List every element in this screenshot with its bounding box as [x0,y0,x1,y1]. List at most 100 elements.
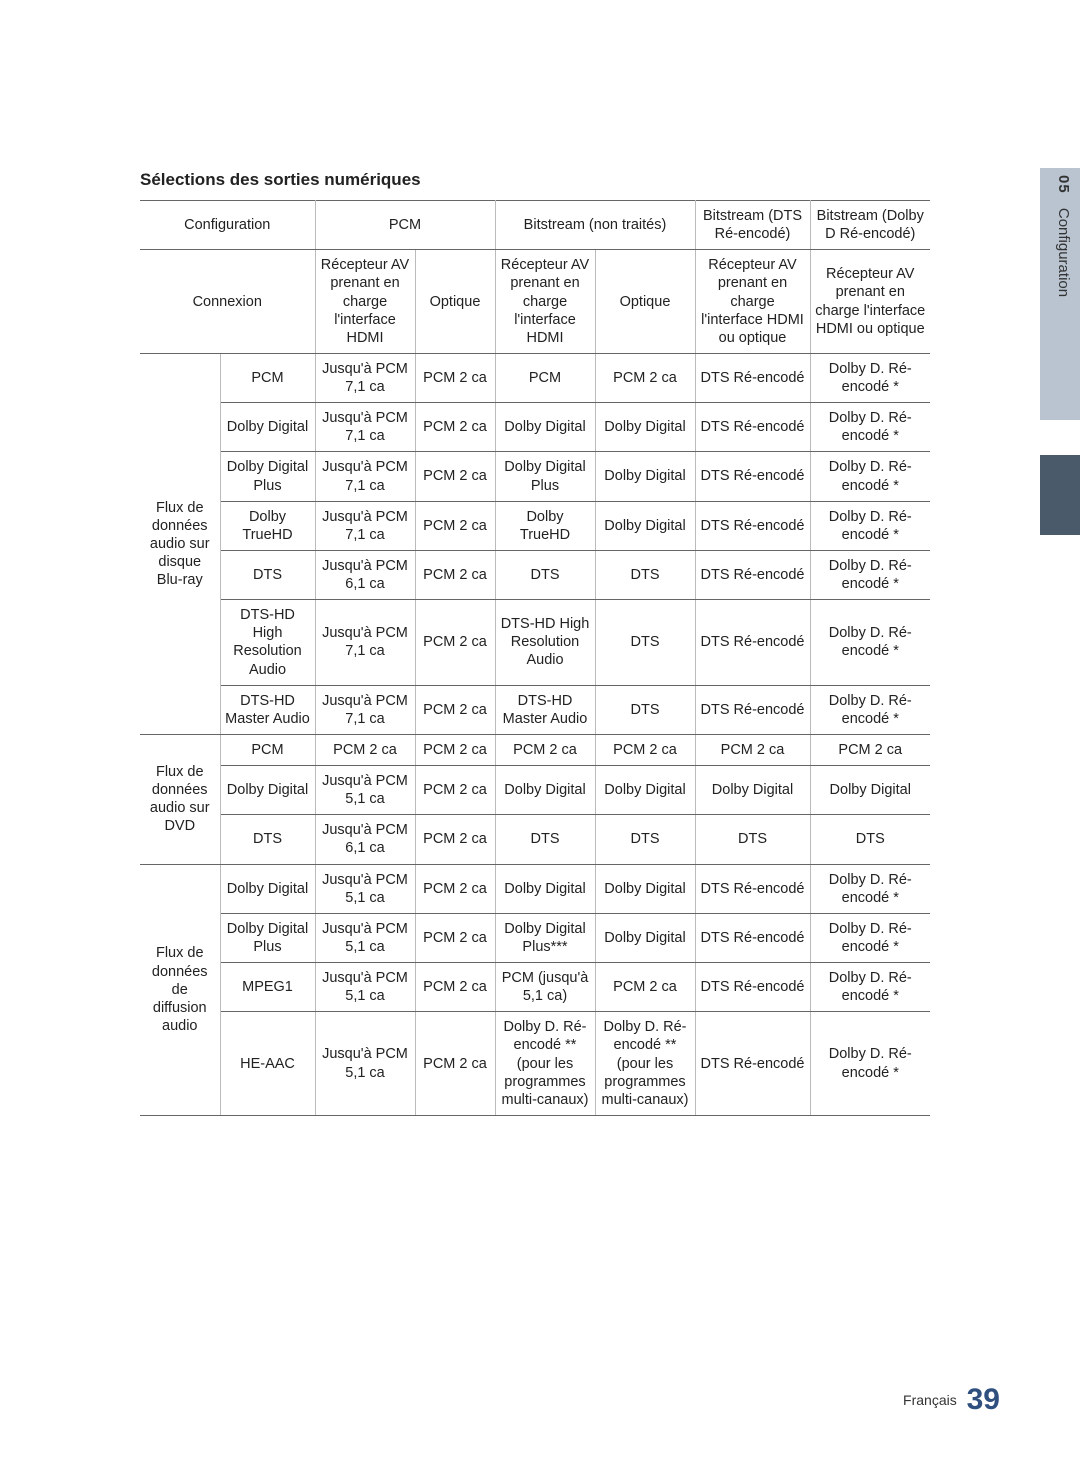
table-cell: Dolby Digital Plus [495,452,595,501]
th-pcm: PCM [315,201,495,250]
footer-language: Français [903,1392,957,1408]
table-cell: Dolby D. Ré-encodé * [810,1012,930,1116]
table-cell: DTS [495,550,595,599]
table-cell: Dolby TrueHD [220,501,315,550]
table-cell: DTS [495,815,595,864]
table-cell: DTS [810,815,930,864]
table-cell: PCM 2 ca [415,600,495,686]
table-cell: PCM 2 ca [415,734,495,765]
table-cell: Dolby D. Ré-encodé * [810,353,930,402]
table-cell: DTS [595,600,695,686]
table-cell: Dolby Digital [495,766,595,815]
table-cell: Dolby TrueHD [495,501,595,550]
th-bitstream-nt: Bitstream (non traités) [495,201,695,250]
table-row: MPEG1Jusqu'à PCM 5,1 caPCM 2 caPCM (jusq… [140,963,930,1012]
table-cell: Jusqu'à PCM 7,1 ca [315,501,415,550]
th-optique-2: Optique [595,250,695,354]
table-cell: PCM [220,353,315,402]
table-row: Dolby Digital PlusJusqu'à PCM 5,1 caPCM … [140,913,930,962]
table-cell: PCM 2 ca [415,403,495,452]
table-cell: PCM 2 ca [415,685,495,734]
table-cell: Jusqu'à PCM 5,1 ca [315,1012,415,1116]
table-cell: DTS [695,815,810,864]
table-cell: MPEG1 [220,963,315,1012]
side-tab-label: 05 Configuration [1055,175,1072,297]
table-cell: Dolby Digital [595,403,695,452]
digital-output-table: Configuration PCM Bitstream (non traités… [140,200,930,1116]
table-cell: Dolby Digital Plus [220,913,315,962]
table-cell: DTS Ré-encodé [695,963,810,1012]
table-cell: DTS Ré-encodé [695,600,810,686]
table-cell: Jusqu'à PCM 5,1 ca [315,913,415,962]
table-cell: PCM [220,734,315,765]
table-cell: PCM 2 ca [415,452,495,501]
table-cell: PCM 2 ca [415,1012,495,1116]
table-cell: Dolby Digital [595,501,695,550]
table-body: Flux de données audio sur disque Blu-ray… [140,353,930,1115]
table-row: Flux de données audio sur disque Blu-ray… [140,353,930,402]
table-cell: DTS Ré-encodé [695,864,810,913]
table-cell: DTS-HD High Resolution Audio [220,600,315,686]
table-cell: DTS Ré-encodé [695,550,810,599]
table-row: Dolby DigitalJusqu'à PCM 7,1 caPCM 2 caD… [140,403,930,452]
table-cell: Dolby D. Ré-encodé ** (pour les programm… [595,1012,695,1116]
side-tab-number: 05 [1055,175,1072,204]
table-cell: PCM 2 ca [415,913,495,962]
table-cell: Dolby Digital Plus*** [495,913,595,962]
table-cell: DTS [220,815,315,864]
th-configuration: Configuration [140,201,315,250]
section-title: Sélections des sorties numériques [140,170,1000,190]
table-cell: Dolby Digital [220,403,315,452]
row-group-label: Flux de données de diffusion audio [140,864,220,1115]
table-cell: PCM 2 ca [695,734,810,765]
table-cell: Dolby Digital [595,452,695,501]
table-cell: PCM 2 ca [495,734,595,765]
table-cell: DTS-HD Master Audio [495,685,595,734]
table-cell: PCM 2 ca [595,734,695,765]
table-cell: PCM 2 ca [415,766,495,815]
table-cell: PCM 2 ca [415,550,495,599]
th-hdmi-opt-2: Récepteur AV prenant en charge l'interfa… [810,250,930,354]
table-cell: PCM 2 ca [415,864,495,913]
table-cell: PCM 2 ca [810,734,930,765]
table-cell: Jusqu'à PCM 5,1 ca [315,963,415,1012]
row-group-label: Flux de données audio sur DVD [140,734,220,864]
table-cell: Dolby D. Ré-encodé * [810,600,930,686]
table-cell: PCM 2 ca [415,501,495,550]
table-row: Dolby TrueHDJusqu'à PCM 7,1 caPCM 2 caDo… [140,501,930,550]
table-cell: Dolby D. Ré-encodé * [810,550,930,599]
table-cell: PCM (jusqu'à 5,1 ca) [495,963,595,1012]
table-cell: DTS Ré-encodé [695,452,810,501]
table-cell: Dolby Digital [595,766,695,815]
table-cell: DTS-HD High Resolution Audio [495,600,595,686]
footer-page-number: 39 [967,1383,1000,1416]
th-hdmi-opt-1: Récepteur AV prenant en charge l'interfa… [695,250,810,354]
table-row: DTSJusqu'à PCM 6,1 caPCM 2 caDTSDTSDTSDT… [140,815,930,864]
table-cell: Jusqu'à PCM 5,1 ca [315,864,415,913]
table-cell: DTS [595,685,695,734]
th-optique-1: Optique [415,250,495,354]
table-cell: DTS Ré-encodé [695,403,810,452]
table-cell: DTS Ré-encodé [695,913,810,962]
table-row: DTS-HD High Resolution AudioJusqu'à PCM … [140,600,930,686]
table-cell: Dolby D. Ré-encodé * [810,913,930,962]
table-cell: DTS Ré-encodé [695,353,810,402]
table-cell: HE-AAC [220,1012,315,1116]
table-cell: Dolby Digital [495,864,595,913]
table-header-row-2: Connexion Récepteur AV prenant en charge… [140,250,930,354]
table-cell: Dolby D. Ré-encodé * [810,501,930,550]
table-cell: Dolby Digital [495,403,595,452]
table-row: DTS-HD Master Audio Jusqu'à PCM 7,1 caPCM… [140,685,930,734]
page-footer: Français 39 [903,1383,1000,1417]
table-row: DTSJusqu'à PCM 6,1 caPCM 2 caDTSDTSDTS R… [140,550,930,599]
th-hdmi-2: Récepteur AV prenant en charge l'interfa… [495,250,595,354]
table-cell: PCM 2 ca [415,815,495,864]
table-header-row-1: Configuration PCM Bitstream (non traités… [140,201,930,250]
table-cell: Dolby D. Ré-encodé * [810,685,930,734]
table-cell: Jusqu'à PCM 7,1 ca [315,685,415,734]
table-cell: Dolby Digital Plus [220,452,315,501]
th-hdmi-1: Récepteur AV prenant en charge l'interfa… [315,250,415,354]
table-cell: Dolby Digital [220,766,315,815]
table-cell: DTS [595,550,695,599]
table-cell: Dolby Digital [220,864,315,913]
